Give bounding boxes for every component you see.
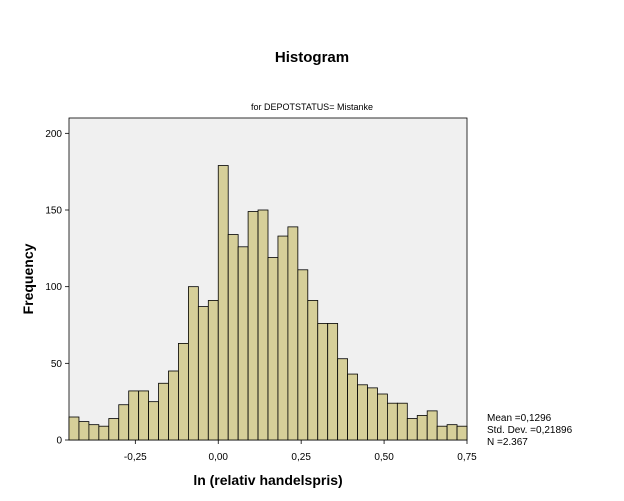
histogram-bar	[178, 342, 189, 441]
histogram-bar	[158, 382, 169, 441]
histogram-bar	[68, 416, 80, 441]
histogram-bar	[327, 323, 339, 441]
y-axis-title: Frequency	[20, 243, 36, 314]
y-tick-label: 100	[45, 282, 62, 293]
x-tick-label: 0,25	[291, 452, 311, 463]
y-tick-label: 50	[51, 359, 63, 370]
histogram-bar	[386, 402, 398, 441]
histogram-bar	[357, 384, 368, 441]
chart-title: Histogram	[275, 49, 349, 66]
histogram-bar	[337, 358, 348, 441]
stat-mean: Mean =0,1296	[487, 413, 552, 424]
y-tick-label: 200	[45, 129, 62, 140]
statistics-legend: Mean =0,1296 Std. Dev. =0,21896 N =2.367	[487, 413, 573, 448]
histogram-bar	[317, 323, 329, 441]
y-axis-ticks: 0 50 100 150 200	[45, 129, 69, 447]
histogram-bar	[118, 404, 130, 441]
histogram-bar	[297, 269, 309, 441]
stat-n: N =2.367	[487, 437, 528, 448]
histogram-bar	[277, 235, 289, 441]
histogram-bar	[367, 387, 378, 441]
histogram-bar	[237, 246, 249, 441]
histogram-bar	[138, 390, 149, 441]
x-axis-ticks: -0,25 0,00 0,25 0,50 0,75	[124, 440, 477, 463]
histogram-bar	[168, 370, 179, 441]
histogram-bar	[247, 211, 259, 441]
y-tick-label: 0	[56, 436, 62, 447]
histogram-bar	[406, 418, 418, 441]
histogram-bar	[307, 300, 319, 441]
histogram-bar	[377, 393, 388, 441]
histogram-bar	[227, 234, 239, 441]
x-tick-label: 0,50	[374, 452, 394, 463]
histogram-bar	[396, 402, 408, 441]
histogram-bar	[148, 401, 159, 441]
y-tick-label: 150	[45, 206, 62, 217]
histogram-bar	[98, 425, 110, 441]
histogram-bar	[446, 424, 458, 441]
histogram-bar	[267, 257, 279, 441]
histogram-bar	[426, 410, 438, 441]
bars-group	[68, 165, 468, 441]
x-axis-title: ln (relativ handelspris)	[193, 472, 342, 488]
x-tick-label: -0,25	[124, 452, 147, 463]
chart-subtitle: for DEPOTSTATUS= Mistanke	[251, 102, 373, 112]
stat-std-dev: Std. Dev. =0,21896	[487, 425, 573, 436]
histogram-bar	[456, 425, 468, 441]
histogram-bar	[78, 421, 90, 441]
x-tick-label: 0,75	[457, 452, 477, 463]
histogram-bar	[197, 306, 209, 441]
x-tick-label: 0,00	[209, 452, 229, 463]
histogram-bar	[436, 425, 448, 441]
histogram-bar	[347, 373, 358, 441]
histogram-bar	[108, 418, 120, 441]
histogram-bar	[187, 286, 199, 441]
histogram-bar	[217, 165, 229, 441]
histogram-bar	[128, 390, 140, 441]
histogram-bar	[207, 300, 219, 441]
histogram-bar	[88, 424, 100, 441]
histogram-bar	[257, 209, 269, 441]
histogram-bar	[287, 226, 299, 441]
histogram-bar	[416, 415, 428, 441]
